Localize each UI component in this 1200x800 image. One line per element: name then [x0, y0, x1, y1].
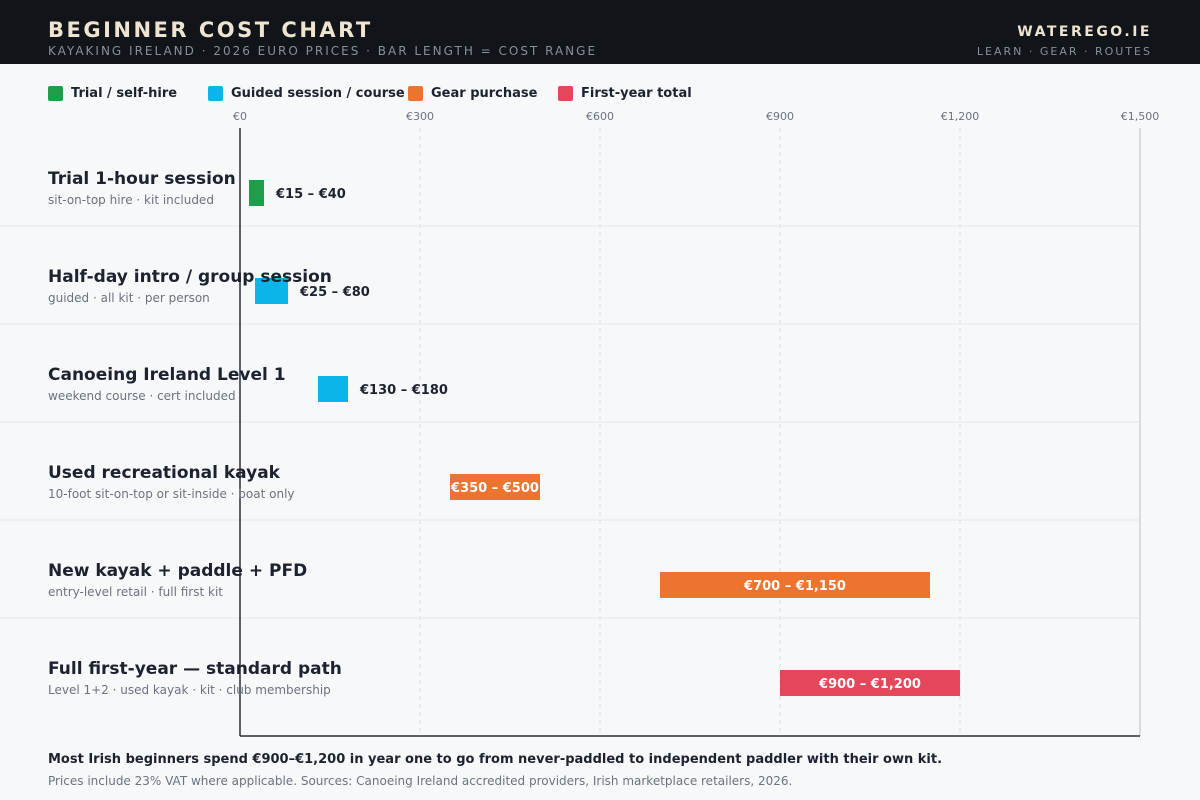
legend-label-guided: Guided session / course	[231, 85, 405, 101]
x-tick-label: €600	[586, 110, 614, 123]
chart-title: BEGINNER COST CHART	[48, 18, 373, 42]
row-label: Canoeing Ireland Level 1	[48, 365, 286, 385]
range-value-label: €130 – €180	[359, 383, 448, 398]
legend-item-trial: Trial / self-hire	[48, 85, 208, 101]
range-value-label: €700 – €1,150	[743, 579, 846, 594]
x-tick-label: €1,200	[941, 110, 980, 123]
row-sublabel: 10-foot sit-on-top or sit-inside · boat …	[48, 487, 295, 501]
brand-tagline: LEARN · GEAR · ROUTES	[976, 45, 1152, 58]
legend-label-first-year: First-year total	[581, 85, 692, 101]
x-tick-label: €300	[406, 110, 434, 123]
legend-label-gear: Gear purchase	[431, 85, 538, 101]
source-note: Prices include 23% VAT where applicable.…	[48, 774, 793, 788]
legend-swatch-guided	[208, 85, 223, 101]
row-sublabel: sit-on-top hire · kit included	[48, 193, 214, 207]
x-tick-label: €900	[766, 110, 794, 123]
range-bar	[660, 572, 930, 598]
legend-swatch-gear	[408, 85, 423, 101]
range-bar	[255, 278, 288, 304]
range-bar	[450, 474, 540, 500]
legend-swatch-trial	[48, 85, 63, 101]
legend-label-trial: Trial / self-hire	[71, 85, 178, 101]
row-label: New kayak + paddle + PFD	[48, 561, 307, 581]
header-bar: BEGINNER COST CHART KAYAKING IRELAND · 2…	[0, 0, 1200, 64]
row-label: Trial 1-hour session	[48, 169, 236, 189]
x-tick-label: €1,500	[1121, 110, 1160, 123]
row-label: Half-day intro / group session	[48, 267, 332, 287]
range-value-label: €15 – €40	[275, 187, 346, 202]
row-sublabel: entry-level retail · full first kit	[48, 585, 223, 599]
row-label: Used recreational kayak	[48, 463, 281, 483]
range-bar	[318, 376, 348, 402]
legend: Trial / self-hire Guided session / cours…	[48, 84, 718, 102]
row-sublabel: weekend course · cert included	[48, 389, 236, 403]
row-label: Full first-year — standard path	[48, 659, 342, 679]
range-bar	[780, 670, 960, 696]
brand-name[interactable]: WATEREGO.IE	[1017, 24, 1152, 40]
summary-note: Most Irish beginners spend €900–€1,200 i…	[48, 752, 943, 767]
range-value-label: €25 – €80	[299, 285, 370, 300]
range-value-label: €900 – €1,200	[818, 677, 921, 692]
range-value-label: €350 – €500	[450, 481, 539, 496]
legend-swatch-first-year	[558, 85, 573, 101]
legend-item-first-year: First-year total	[558, 85, 718, 101]
legend-item-guided: Guided session / course	[208, 85, 408, 101]
row-sublabel: guided · all kit · per person	[48, 291, 210, 305]
legend-item-gear: Gear purchase	[408, 85, 558, 101]
x-tick-label: €0	[233, 110, 247, 123]
range-bar	[249, 180, 264, 206]
chart-subtitle: KAYAKING IRELAND · 2026 EURO PRICES · BA…	[48, 44, 598, 58]
row-sublabel: Level 1+2 · used kayak · kit · club memb…	[48, 683, 331, 697]
